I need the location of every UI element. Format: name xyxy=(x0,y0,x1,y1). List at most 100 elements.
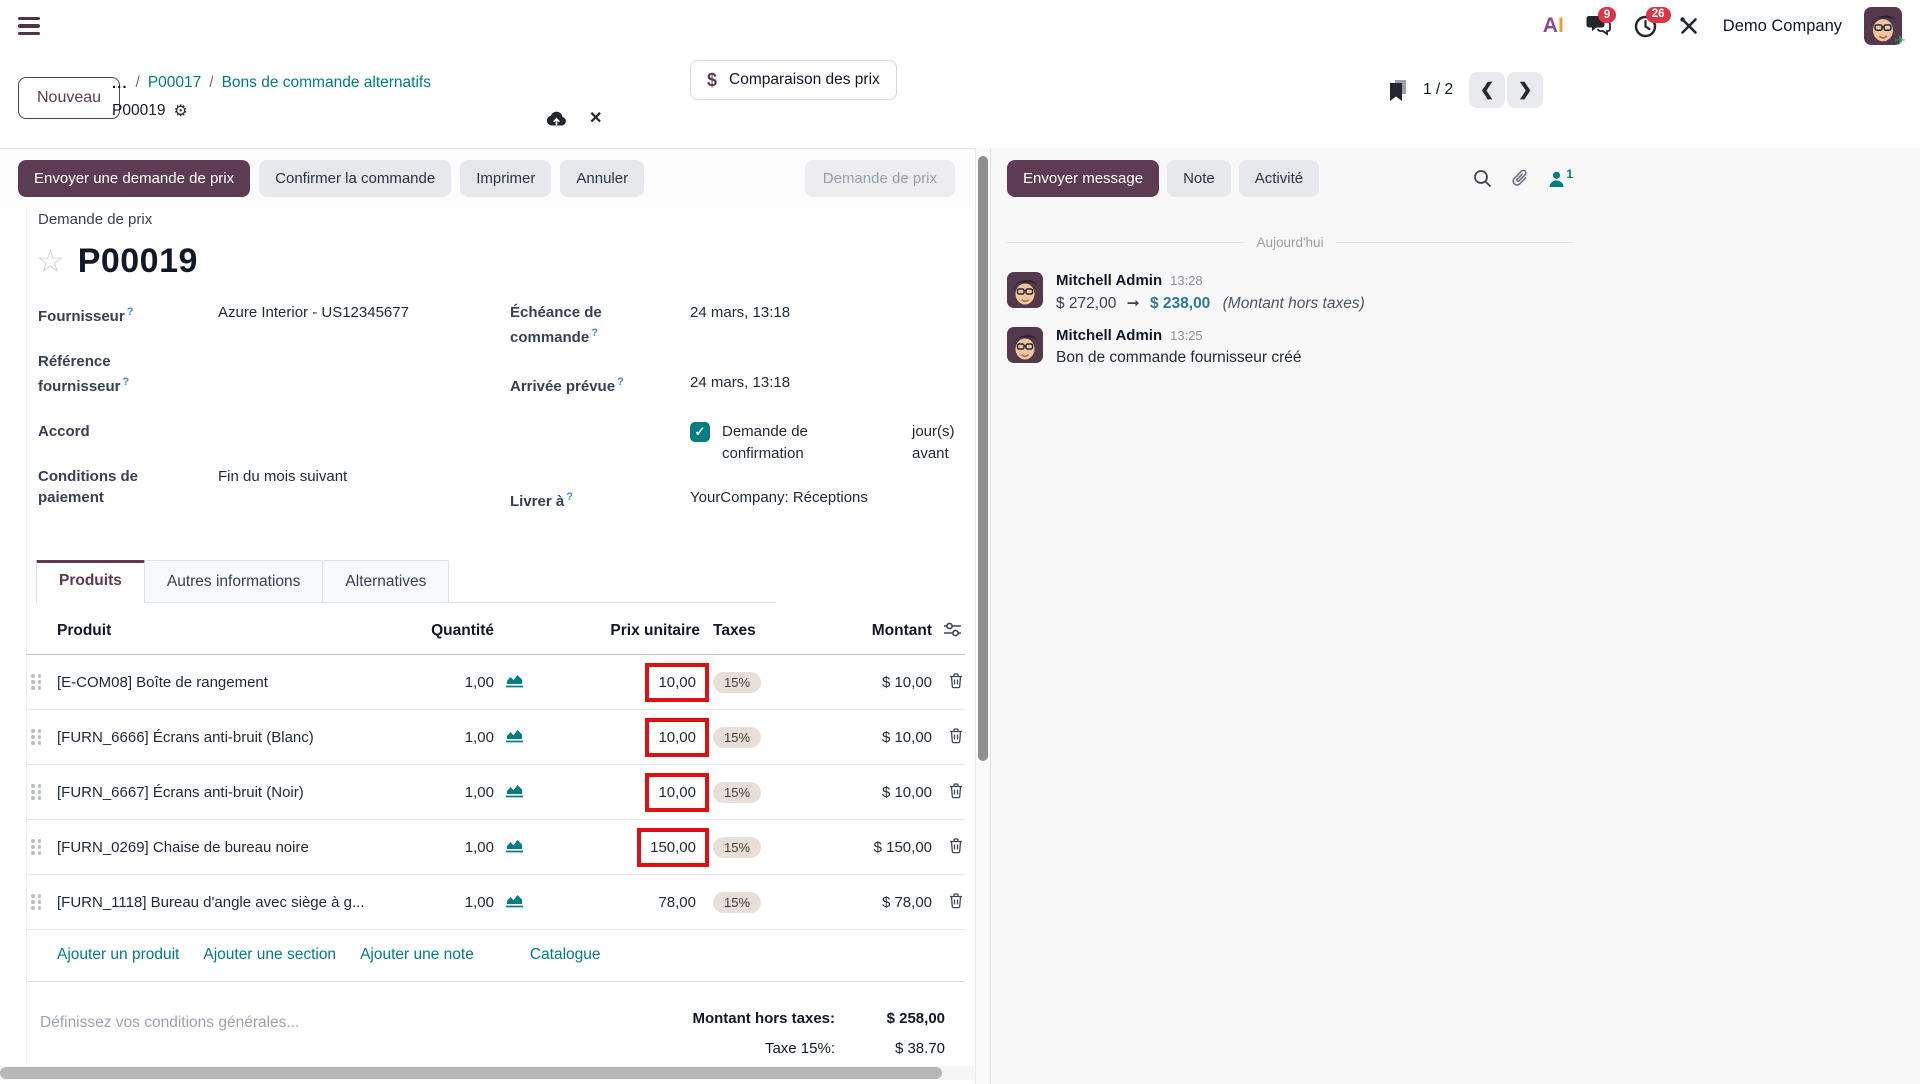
confirm-order-button[interactable]: Confirmer la commande xyxy=(259,160,452,197)
followers-button[interactable]: 1 xyxy=(1549,167,1573,187)
unit-price-highlighted[interactable]: 10,00 xyxy=(645,662,709,702)
col-header-product[interactable]: Produit xyxy=(57,603,422,655)
forecast-chart-icon[interactable] xyxy=(506,673,523,692)
col-header-quantity[interactable]: Quantité xyxy=(422,603,494,655)
save-changes-button[interactable] xyxy=(546,110,567,127)
apps-menu-icon[interactable] xyxy=(18,16,40,36)
horizontal-scrollbar[interactable] xyxy=(0,1066,975,1080)
favorite-star-icon[interactable]: ☆ xyxy=(36,243,65,279)
order-line-row[interactable]: [FURN_6666] Écrans anti-bruit (Blanc) 1,… xyxy=(26,709,965,765)
help-icon[interactable]: ? xyxy=(122,376,130,388)
add-product-link[interactable]: Ajouter un produit xyxy=(57,946,180,963)
send-message-button[interactable]: Envoyer message xyxy=(1007,160,1160,197)
terms-placeholder[interactable]: Définissez vos conditions générales... xyxy=(40,1014,300,1031)
activities-menu[interactable]: 26 xyxy=(1634,6,1671,38)
discard-changes-icon[interactable]: ✕ xyxy=(589,110,603,127)
order-deadline-value[interactable]: 24 mars, 13:18 xyxy=(690,304,791,321)
tab-alternatives[interactable]: Alternatives xyxy=(323,560,450,602)
help-icon[interactable]: ? xyxy=(591,327,598,339)
drag-handle-icon[interactable] xyxy=(31,784,43,800)
drag-handle-icon[interactable] xyxy=(31,729,43,745)
breadcrumb-item-alternatives[interactable]: Bons de commande alternatifs xyxy=(221,74,431,91)
pager-next-button[interactable]: ❯ xyxy=(1507,72,1544,108)
order-line-row[interactable]: [FURN_6667] Écrans anti-bruit (Noir) 1,0… xyxy=(26,764,965,820)
product-cell[interactable]: [FURN_0269] Chaise de bureau noire xyxy=(57,819,422,875)
company-switcher[interactable]: Demo Company xyxy=(1722,16,1842,35)
quantity-cell[interactable]: 1,00 xyxy=(422,874,494,930)
tax-badge[interactable]: 15% xyxy=(713,671,762,693)
delete-row-icon[interactable] xyxy=(947,726,965,749)
price-comparison-button[interactable]: $ Comparaison des prix xyxy=(690,60,897,100)
deliver-to-value[interactable]: YourCompany: Réceptions xyxy=(690,489,868,506)
help-icon[interactable]: ? xyxy=(566,491,573,503)
order-line-row[interactable]: [FURN_1118] Bureau d'angle avec siège à … xyxy=(26,874,965,930)
ai-logo[interactable]: AI xyxy=(1543,14,1564,38)
gear-icon[interactable]: ⚙ xyxy=(173,103,188,120)
expected-arrival-value[interactable]: 24 mars, 13:18 xyxy=(690,374,791,391)
forecast-chart-icon[interactable] xyxy=(506,893,523,912)
quantity-cell[interactable]: 1,00 xyxy=(422,819,494,875)
unit-price-highlighted[interactable]: 10,00 xyxy=(645,717,709,757)
drag-handle-icon[interactable] xyxy=(31,674,43,690)
product-cell[interactable]: [E-COM08] Boîte de rangement xyxy=(57,654,422,710)
optional-columns-icon[interactable] xyxy=(944,622,961,640)
supplier-value[interactable]: Azure Interior - US12345677 xyxy=(218,304,409,321)
unit-price-highlighted[interactable]: 10,00 xyxy=(645,772,709,812)
tax-badge[interactable]: 15% xyxy=(713,836,762,858)
col-header-amount[interactable]: Montant xyxy=(860,603,932,655)
tax-badge[interactable]: 15% xyxy=(713,726,762,748)
tab-other-information[interactable]: Autres informations xyxy=(144,560,324,602)
attachments-button[interactable] xyxy=(1512,169,1529,188)
print-button[interactable]: Imprimer xyxy=(460,160,552,197)
bookmark-icon[interactable] xyxy=(1390,79,1407,101)
drag-handle-icon[interactable] xyxy=(31,839,43,855)
catalogue-link[interactable]: Catalogue xyxy=(529,946,601,963)
forecast-chart-icon[interactable] xyxy=(506,728,523,747)
order-line-row[interactable]: [FURN_0269] Chaise de bureau noire 1,00 … xyxy=(26,819,965,875)
delete-row-icon[interactable] xyxy=(947,671,965,694)
delete-row-icon[interactable] xyxy=(947,781,965,804)
log-note-button[interactable]: Note xyxy=(1167,160,1231,197)
col-header-unit-price[interactable]: Prix unitaire xyxy=(540,603,700,655)
forecast-chart-icon[interactable] xyxy=(506,838,523,857)
help-icon[interactable]: ? xyxy=(617,376,624,388)
help-icon[interactable]: ? xyxy=(126,306,134,318)
messages-menu[interactable]: 9 xyxy=(1586,7,1617,37)
unit-price-highlighted[interactable]: 150,00 xyxy=(637,827,709,867)
tab-products[interactable]: Produits xyxy=(36,560,145,603)
add-note-link[interactable]: Ajouter une note xyxy=(360,946,474,963)
user-menu[interactable]: ✈ xyxy=(1864,7,1906,48)
pager-previous-button[interactable]: ❮ xyxy=(1469,72,1506,108)
tax-badge[interactable]: 15% xyxy=(713,781,762,803)
send-rfq-button[interactable]: Envoyer une demande de prix xyxy=(18,160,251,197)
message-author[interactable]: Mitchell Admin xyxy=(1056,272,1163,289)
delete-row-icon[interactable] xyxy=(947,891,965,914)
quantity-cell[interactable]: 1,00 xyxy=(422,709,494,765)
vertical-scrollbar-thumb[interactable] xyxy=(978,156,988,761)
forecast-chart-icon[interactable] xyxy=(506,783,523,802)
quantity-cell[interactable]: 1,00 xyxy=(422,654,494,710)
debug-tools-menu[interactable] xyxy=(1679,16,1699,36)
message-author[interactable]: Mitchell Admin xyxy=(1056,327,1163,344)
horizontal-scrollbar-thumb[interactable] xyxy=(0,1067,942,1079)
add-section-link[interactable]: Ajouter une section xyxy=(203,946,337,963)
payment-terms-value[interactable]: Fin du mois suivant xyxy=(218,468,348,485)
activity-button[interactable]: Activité xyxy=(1238,160,1320,197)
search-messages-button[interactable] xyxy=(1473,169,1492,188)
drag-handle-icon[interactable] xyxy=(31,894,43,910)
product-cell[interactable]: [FURN_6666] Écrans anti-bruit (Blanc) xyxy=(57,709,422,765)
product-cell[interactable]: [FURN_1118] Bureau d'angle avec siège à … xyxy=(57,874,422,930)
tax-badge[interactable]: 15% xyxy=(713,891,762,913)
cancel-button[interactable]: Annuler xyxy=(560,160,645,197)
delete-row-icon[interactable] xyxy=(947,836,965,859)
confirmation-checkbox[interactable]: ✓ xyxy=(690,422,710,442)
order-line-row[interactable]: [E-COM08] Boîte de rangement 1,00 10,00 … xyxy=(26,654,965,710)
unit-price-cell[interactable]: 78,00 xyxy=(540,874,700,930)
col-header-taxes[interactable]: Taxes xyxy=(700,603,860,655)
vertical-scrollbar[interactable] xyxy=(975,148,990,1084)
breadcrumb-ellipsis[interactable]: ... xyxy=(112,74,128,92)
new-record-button[interactable]: Nouveau xyxy=(18,77,121,119)
product-cell[interactable]: [FURN_6667] Écrans anti-bruit (Noir) xyxy=(57,764,422,820)
breadcrumb-item-p00017[interactable]: P00017 xyxy=(147,74,202,91)
quantity-cell[interactable]: 1,00 xyxy=(422,764,494,820)
